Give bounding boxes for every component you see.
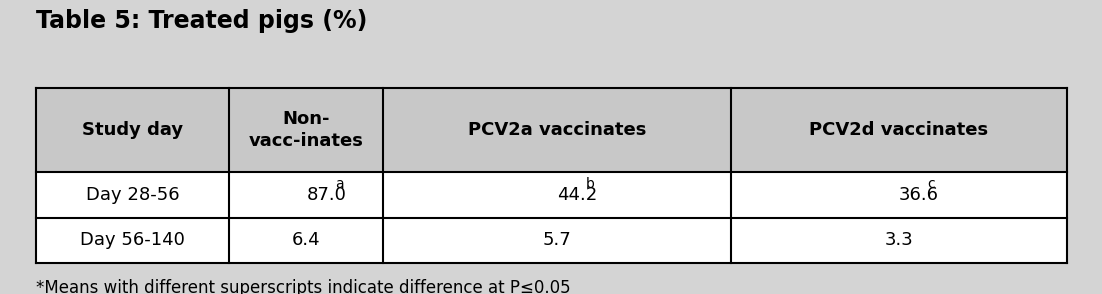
Text: Non-
vacc­inates: Non- vacc­inates	[249, 110, 364, 150]
Text: 87.0: 87.0	[306, 186, 346, 204]
Text: Table 5: Treated pigs (%): Table 5: Treated pigs (%)	[36, 9, 368, 33]
Text: 36.6: 36.6	[899, 186, 939, 204]
Text: Day 28-56: Day 28-56	[86, 186, 180, 204]
Text: *Means with different superscripts indicate difference at P≤0.05: *Means with different superscripts indic…	[36, 279, 571, 294]
Text: Study day: Study day	[83, 121, 183, 139]
Bar	[36, 88, 1067, 263]
Text: a: a	[335, 177, 344, 191]
Text: c: c	[928, 177, 934, 191]
Text: Day 56-140: Day 56-140	[80, 231, 185, 249]
Text: PCV2d vaccinates: PCV2d vaccinates	[809, 121, 988, 139]
Text: PCV2a vaccinates: PCV2a vaccinates	[468, 121, 646, 139]
Text: b: b	[586, 177, 595, 191]
Text: 3.3: 3.3	[884, 231, 914, 249]
Text: 5.7: 5.7	[542, 231, 572, 249]
Text: 6.4: 6.4	[292, 231, 321, 249]
Bar	[36, 88, 1067, 172]
Text: 44.2: 44.2	[558, 186, 597, 204]
